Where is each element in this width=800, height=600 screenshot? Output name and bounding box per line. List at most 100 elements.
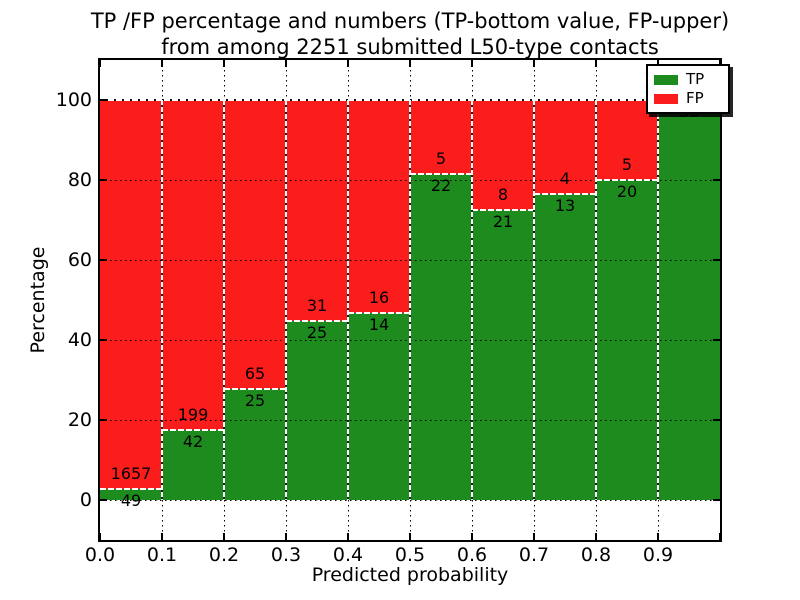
y-tick-label: 40 (67, 329, 92, 351)
x-tick-mark (595, 533, 597, 540)
x-tick-mark (223, 533, 225, 540)
legend-row-tp: TP (654, 71, 722, 88)
bar-segment-boundary (162, 429, 224, 432)
bar-segment-tp (658, 100, 720, 500)
x-tick-label: 0.2 (208, 544, 240, 566)
bar-label-tp: 14 (368, 315, 390, 335)
x-tick-mark-top (161, 60, 163, 67)
bar-segment-tp (286, 321, 348, 500)
legend-row-fp: FP (654, 90, 722, 107)
x-tick-mark (161, 533, 163, 540)
x-tick-label: 0.6 (456, 544, 488, 566)
bar-segment-tp (410, 174, 472, 500)
y-tick-mark (100, 419, 107, 421)
x-tick-label: 0.5 (394, 544, 426, 566)
bar-segment-tp (100, 488, 162, 500)
bar-divider (533, 100, 535, 500)
plot-area: TP FP 49 1657 42 199 25 65 25 31 14 16 22 5 21 8 13 4 20… (56, 58, 730, 566)
bar-label-tp: 21 (492, 212, 514, 232)
y-tick-mark-right (713, 179, 720, 181)
x-tick-label: 0.3 (270, 544, 302, 566)
bar-label-fp: 65 (244, 363, 266, 383)
y-tick-mark-right (713, 339, 720, 341)
bar-divider (595, 100, 597, 500)
bar-segment-fp (100, 100, 162, 489)
x-tick-mark (99, 533, 101, 540)
bar-segment-boundary (224, 387, 286, 390)
y-tick-mark (100, 259, 107, 261)
y-tick-mark (100, 339, 107, 341)
bar-segment-boundary (410, 173, 472, 176)
bar-label-fp: 5 (621, 155, 633, 174)
chart-title: TP /FP percentage and numbers (TP-bottom… (10, 8, 800, 60)
bar-label-tp: 13 (554, 196, 576, 216)
bar-segment-boundary (596, 179, 658, 181)
bar-divider (161, 100, 163, 500)
tp-color-swatch (654, 74, 678, 85)
bar-segment-tp (348, 313, 410, 500)
fp-color-swatch (654, 93, 678, 104)
x-tick-mark-top (285, 60, 287, 67)
bar-label-tp: 22 (430, 176, 452, 196)
x-tick-mark-top (99, 60, 101, 67)
x-tick-label: 0.7 (518, 544, 550, 566)
y-tick-mark (100, 499, 107, 501)
x-axis-label: Predicted probability (311, 564, 509, 586)
bar-divider (223, 100, 225, 500)
y-tick-mark-right (713, 259, 720, 261)
bar-segment-fp (162, 100, 224, 431)
bar-label-fp: 4 (559, 169, 571, 189)
bar-segment-boundary (286, 320, 348, 323)
bar-segment-boundary (534, 193, 596, 196)
bar-label-fp: 5 (435, 149, 447, 169)
bar-segment-boundary (472, 209, 534, 212)
bar-label-fp: 199 (177, 405, 209, 425)
x-tick-mark (657, 533, 659, 540)
x-tick-mark (285, 533, 287, 540)
y-tick-mark-right (713, 419, 720, 421)
x-tick-mark-top (657, 60, 659, 67)
x-tick-mark-top (533, 60, 535, 67)
bar-label-tp: 25 (244, 390, 266, 410)
x-tick-mark-top (471, 60, 473, 67)
x-tick-label: 0.4 (332, 544, 364, 566)
y-tick-mark-right (713, 499, 720, 501)
y-tick-label: 0 (79, 489, 92, 511)
x-tick-mark (409, 533, 411, 540)
bar-divider (471, 100, 473, 500)
bar-divider (657, 100, 659, 500)
bar-segment-tp (162, 430, 224, 500)
x-tick-label: 0.8 (580, 544, 612, 566)
legend-label-tp: TP (686, 70, 705, 88)
y-tick-label: 20 (67, 409, 92, 431)
bar-segment-boundary (100, 487, 162, 490)
bar-segment-fp (534, 100, 596, 195)
bar-label-tp: 20 (616, 182, 638, 201)
chart-title-line1: TP /FP percentage and numbers (TP-bottom… (90, 9, 730, 33)
bar-label-tp: 49 (120, 490, 142, 510)
bar-divider (285, 100, 287, 500)
x-tick-mark-top (595, 60, 597, 67)
x-tick-mark (471, 533, 473, 540)
bar-divider (347, 100, 349, 500)
bar-segment-tp (472, 210, 534, 500)
bar-label-tp: 42 (182, 432, 204, 452)
x-tick-label: 0.9 (642, 544, 674, 566)
bar-segment-tp (224, 388, 286, 500)
y-tick-label: 80 (67, 169, 92, 191)
bar-segment-boundary (348, 312, 410, 315)
legend-label-fp: FP (686, 89, 704, 107)
bar-segment-fp (472, 100, 534, 211)
bar-label-fp: 31 (306, 296, 328, 316)
bar-segment-tp (534, 194, 596, 500)
legend: TP FP (646, 64, 730, 114)
chart-title-line2: from among 2251 submitted L50-type conta… (161, 35, 659, 59)
x-tick-mark-top (409, 60, 411, 67)
x-tick-mark (719, 533, 721, 540)
bar-label-fp: 1657 (110, 463, 152, 483)
x-tick-label: 0.0 (84, 544, 116, 566)
y-tick-mark (100, 99, 107, 101)
x-tick-mark (533, 533, 535, 540)
x-tick-label: 0.1 (146, 544, 178, 566)
